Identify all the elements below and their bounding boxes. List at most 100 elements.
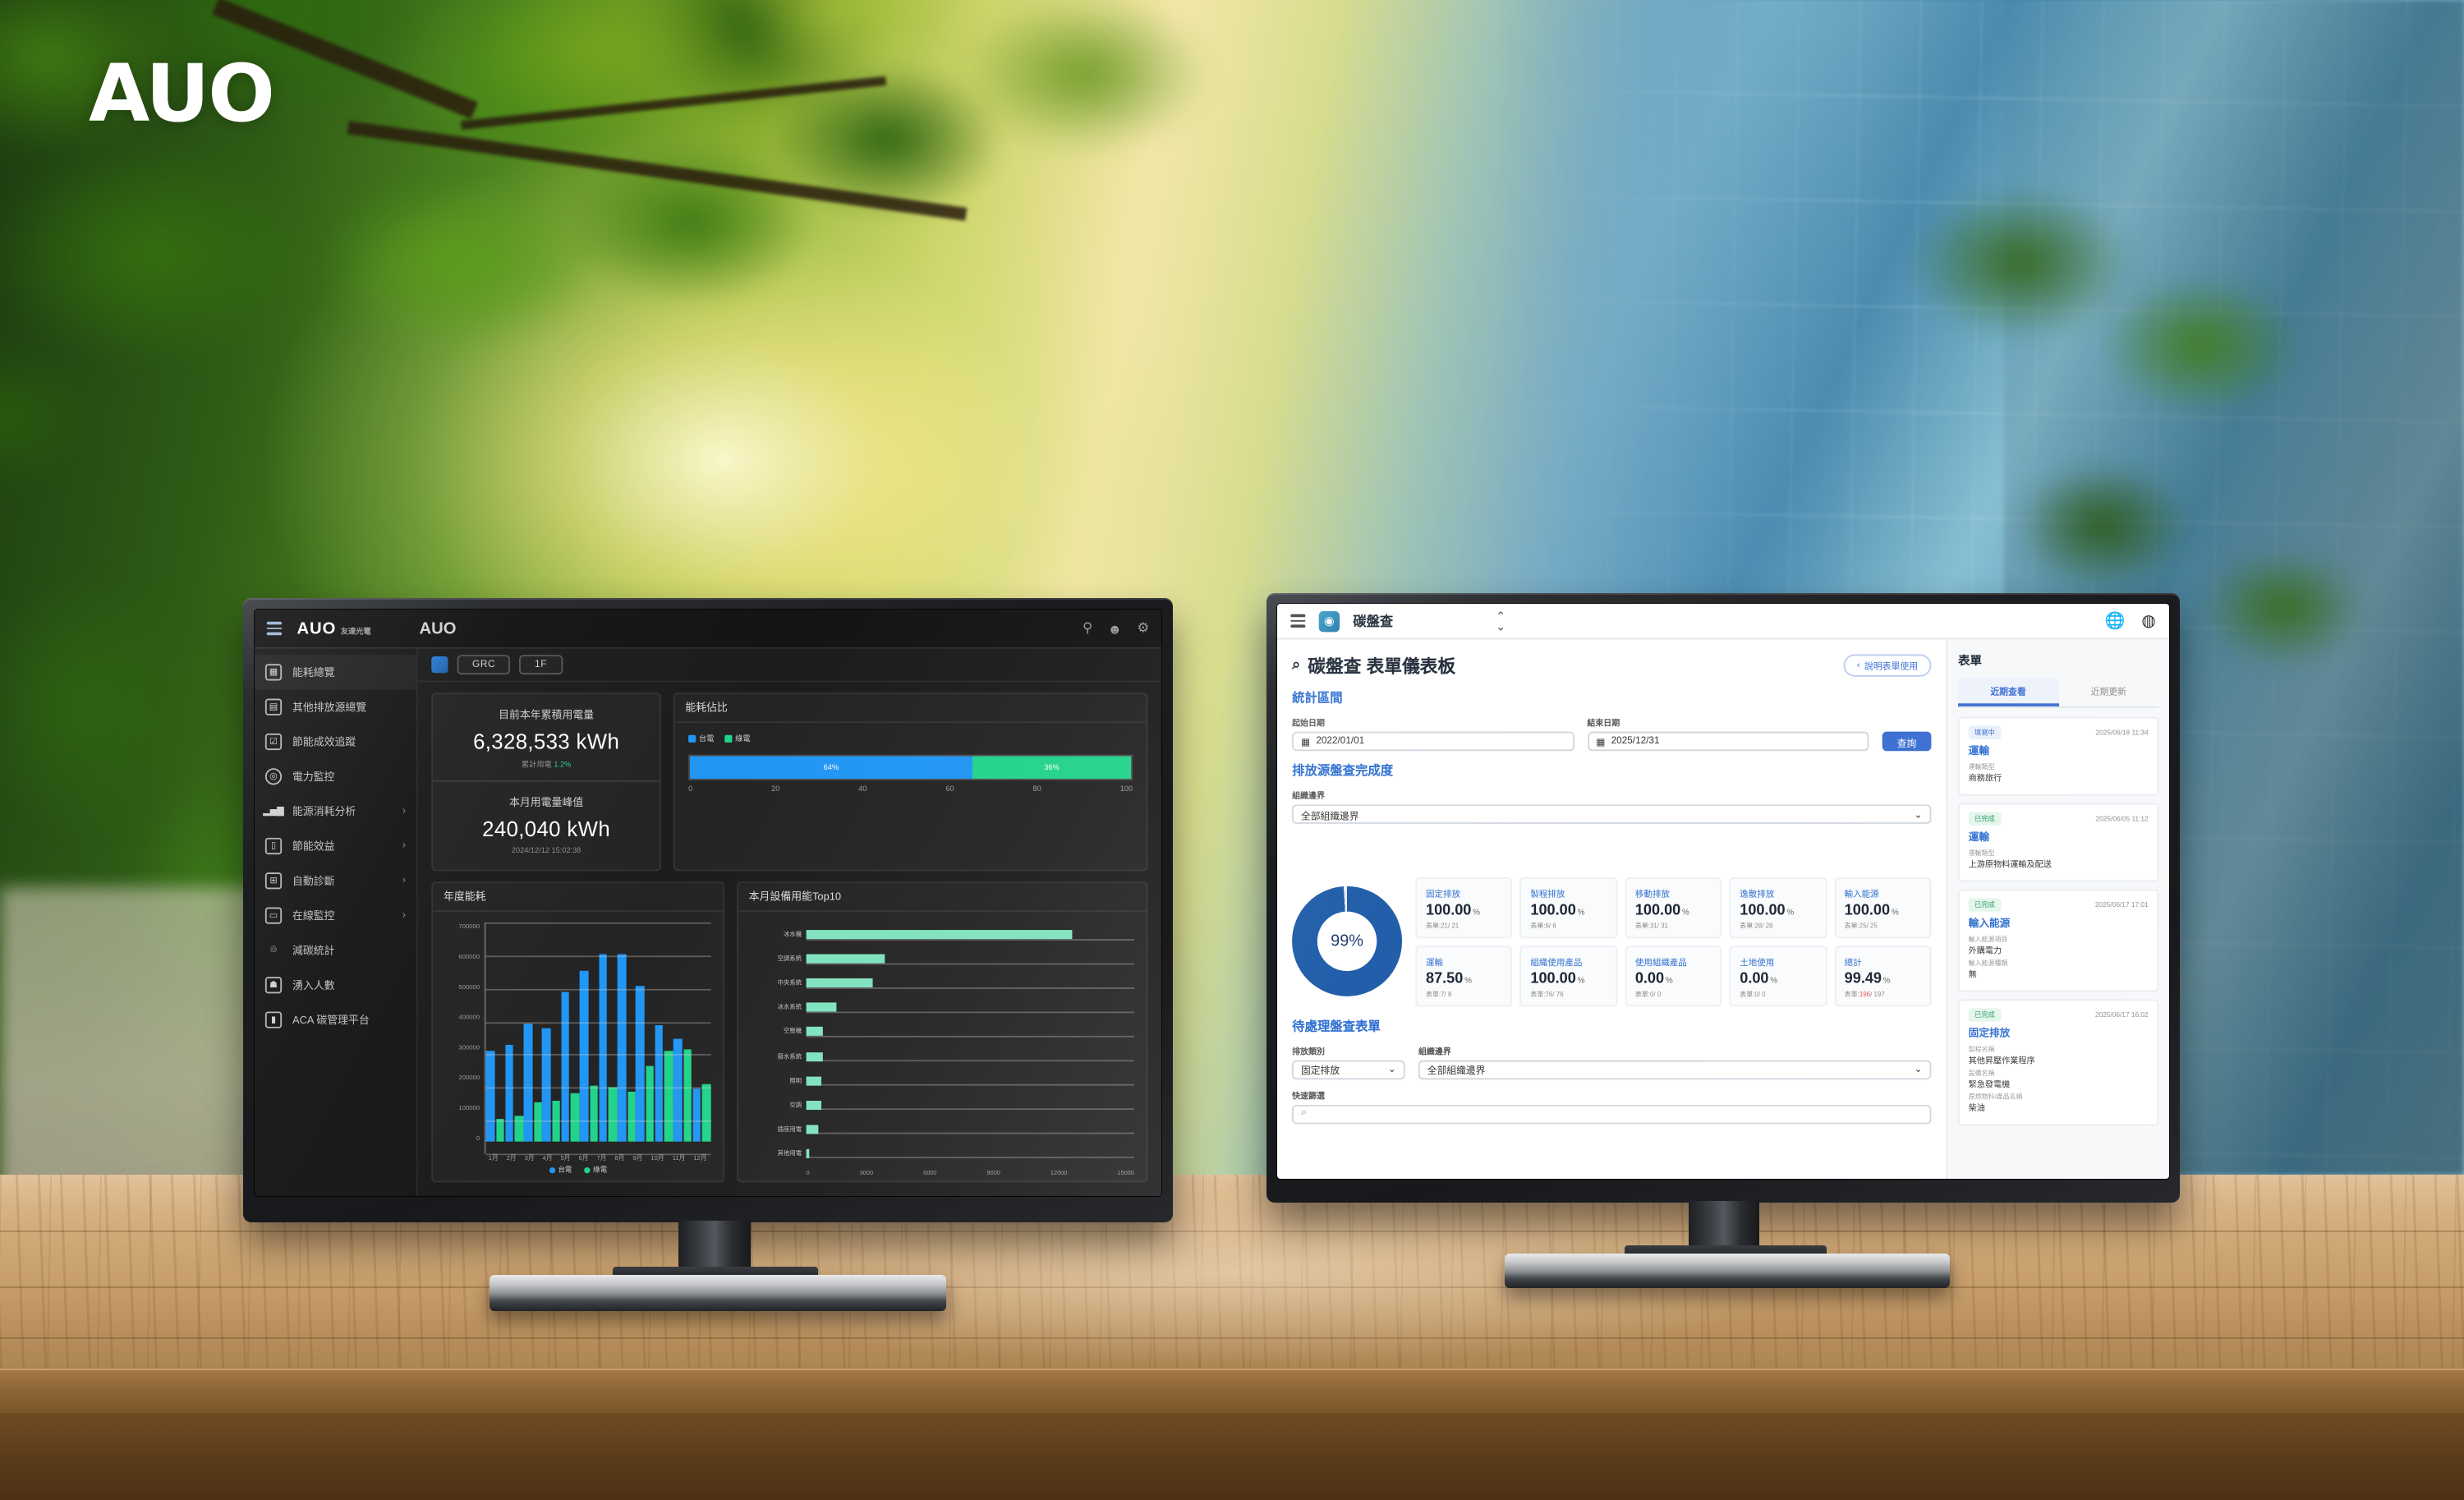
kpi-sub: 累計用電 1.2% — [442, 759, 650, 770]
kpi-card-unit: % — [1665, 976, 1673, 986]
updown-icon[interactable]: ⌃ ⌄ — [1496, 609, 1506, 633]
pending-search-input[interactable]: ⌕ — [1292, 1104, 1932, 1124]
hamburger-icon[interactable] — [266, 622, 283, 635]
top10-bar[interactable] — [806, 1075, 822, 1085]
legend-item[interactable]: 台電 — [549, 1166, 572, 1175]
sidebar-item-online-monitor[interactable]: ▭ 在線監控 › — [255, 898, 416, 932]
boundary-select[interactable]: 全部組織邊界 ⌄ — [1292, 804, 1932, 824]
bar[interactable] — [692, 1088, 701, 1142]
kpi-card-sub: 表單:21/ 21 — [1426, 921, 1460, 929]
bar[interactable] — [533, 1101, 542, 1142]
kpi-card-value: 99.49% — [1844, 970, 1891, 987]
completion-kpi-card[interactable]: 製程排放 100.00% 表單:6/ 6 — [1519, 877, 1618, 938]
pending-category-select[interactable]: 固定排放 ⌄ — [1292, 1059, 1405, 1079]
bar[interactable] — [580, 970, 589, 1142]
breadcrumb-item-floor[interactable]: 1F — [519, 655, 563, 675]
bar[interactable] — [571, 1093, 580, 1142]
bar[interactable] — [664, 1050, 673, 1142]
bar[interactable] — [617, 954, 626, 1142]
top10-bar[interactable] — [806, 1051, 823, 1061]
annual-chart-y-axis: 700000 600000 500000 400000 300000 200000 1000… — [445, 923, 485, 1154]
bar[interactable] — [485, 1051, 495, 1142]
right-monitor-screen: ◉ 碳盤查 ⌃ ⌄ 🌐 ◍ ⌕ 碳盤查 表單儀表板 — [1277, 604, 2169, 1179]
bar[interactable] — [608, 1086, 617, 1142]
sidebar-item-saving-tracking[interactable]: ☑ 節能成效追蹤 — [255, 725, 416, 759]
top10-row-track — [806, 929, 1134, 941]
top10-row: 廢水系統 — [751, 1050, 1134, 1062]
bar[interactable] — [655, 1024, 664, 1142]
completion-kpi-card[interactable]: 組織使用產品 100.00% 表單:76/ 76 — [1519, 945, 1618, 1006]
account-icon[interactable]: ◍ — [2141, 612, 2156, 631]
bar[interactable] — [683, 1050, 692, 1142]
left-sidebar: ▦ 能耗總覽 ▤ 其他排放源總覽 ☑ 節能成效追蹤 ◎ 電力監控 — [255, 648, 418, 1196]
top10-bar[interactable] — [806, 1100, 821, 1110]
user-icon[interactable]: ☻ — [1107, 620, 1123, 637]
bar[interactable] — [598, 954, 607, 1142]
bar[interactable] — [701, 1084, 711, 1142]
form-card[interactable]: 填寫中 2025/06/18 11:34 運輸 運輸類型 商務旅行 — [1957, 716, 2159, 796]
sidebar-item-visitor-count[interactable]: ☗ 湧入人數 — [255, 968, 416, 1002]
top10-bar[interactable] — [806, 1148, 810, 1158]
globe-icon[interactable]: 🌐 — [2104, 612, 2126, 631]
top10-bar[interactable] — [806, 1027, 824, 1037]
completion-kpi-card[interactable]: 運輸 87.50% 表單:7/ 8 — [1415, 945, 1513, 1006]
bar[interactable] — [552, 1101, 561, 1142]
grid-icon: ▦ — [264, 664, 283, 681]
table-front-face — [0, 1413, 2464, 1500]
bar[interactable] — [561, 991, 570, 1142]
end-date-input[interactable]: ▦ 2025/12/31 — [1587, 731, 1869, 752]
bar[interactable] — [636, 987, 645, 1142]
bar[interactable] — [514, 1116, 523, 1142]
top10-row-label: 空調系統 — [777, 954, 802, 962]
sidebar-item-carbon-statistics[interactable]: ♲ 減碳統計 — [255, 933, 416, 968]
hamburger-icon[interactable] — [1290, 614, 1306, 628]
start-date-input[interactable]: ▦ 2022/01/01 — [1292, 731, 1574, 752]
query-button[interactable]: 查詢 — [1882, 731, 1932, 752]
pending-boundary-field: 組織邊界 全部組織邊界 ⌄ — [1418, 1045, 1932, 1079]
pending-category-field: 排放類別 固定排放 ⌄ — [1292, 1045, 1405, 1079]
sidebar-item-saving-benefit[interactable]: ▯ 節能效益 › — [255, 829, 416, 863]
legend-item[interactable]: 綠電 — [584, 1166, 607, 1175]
tab-recent-updated[interactable]: 近期更新 — [2090, 688, 2126, 698]
sidebar-item-auto-diagnosis[interactable]: ⊞ 自動診斷 › — [255, 863, 416, 898]
bar[interactable] — [523, 1024, 532, 1142]
top10-bar[interactable] — [806, 954, 885, 964]
top10-row-label: 空壓機 — [784, 1027, 802, 1035]
sidebar-item-aca-platform[interactable]: ▮ ACA 碳管理平台 — [255, 1002, 416, 1037]
top10-bar[interactable] — [806, 978, 873, 988]
bar[interactable] — [627, 1091, 636, 1142]
bar[interactable] — [673, 1038, 683, 1142]
status-badge: 填寫中 — [1968, 725, 2002, 739]
completion-kpi-card[interactable]: 逸散排放 100.00% 表單:28/ 28 — [1729, 877, 1827, 938]
completion-kpi-card[interactable]: 總計 99.49% 表單:196/ 197 — [1834, 945, 1932, 1006]
completion-kpi-card[interactable]: 土地使用 0.00% 表單:0/ 0 — [1729, 945, 1827, 1006]
bar[interactable] — [495, 1119, 504, 1142]
sidebar-item-energy-analysis[interactable]: ▂▅▇ 能源消耗分析 › — [255, 794, 416, 828]
monitor-icon: ▭ — [264, 907, 283, 924]
pending-boundary-select[interactable]: 全部組織邊界 ⌄ — [1418, 1059, 1932, 1079]
bar[interactable] — [589, 1085, 599, 1142]
bar[interactable] — [542, 1028, 551, 1142]
sidebar-item-power-monitor[interactable]: ◎ 電力監控 — [255, 759, 416, 794]
top10-bar[interactable] — [806, 930, 1073, 940]
x-tick: 7月 — [596, 1153, 607, 1162]
bar[interactable] — [646, 1066, 655, 1142]
bar[interactable] — [504, 1044, 513, 1142]
completion-kpi-card[interactable]: 使用組織產品 0.00% 表單:0/ 0 — [1625, 945, 1722, 1006]
pin-icon[interactable]: ⚲ — [1083, 619, 1093, 636]
sidebar-item-other-emission[interactable]: ▤ 其他排放源總覽 — [255, 690, 416, 725]
form-card[interactable]: 已完成 2025/06/05 11:12 運輸 運輸類型 上游原物料運輸及配送 — [1957, 803, 2159, 882]
completion-kpi-card[interactable]: 移動排放 100.00% 表單:31/ 31 — [1625, 877, 1722, 938]
completion-kpi-card[interactable]: 輸入能源 100.00% 表單:25/ 25 — [1834, 877, 1932, 938]
sidebar-item-energy-overview[interactable]: ▦ 能耗總覽 — [255, 655, 416, 690]
form-card[interactable]: 已完成 2025/06/17 17:01 輸入能源 輸入能源項目 外購電力 輸入能源種類無 — [1957, 889, 2159, 992]
top10-bar[interactable] — [806, 1003, 836, 1013]
help-button[interactable]: ‹ 說明表單使用 — [1843, 654, 1932, 677]
tab-recent-viewed[interactable]: 近期查看 — [1957, 678, 2059, 706]
form-card[interactable]: 已完成 2025/06/17 16:02 固定排放 製程名稱 其他昇壓作業程序 設備名稱緊… — [1957, 999, 2159, 1126]
gear-icon[interactable]: ⚙ — [1137, 619, 1150, 636]
completion-kpi-card[interactable]: 固定排放 100.00% 表單:21/ 21 — [1415, 877, 1513, 938]
breadcrumb-item-grc[interactable]: GRC — [457, 655, 511, 675]
kpi-card-unit: % — [1770, 976, 1778, 986]
top10-bar[interactable] — [806, 1125, 820, 1134]
